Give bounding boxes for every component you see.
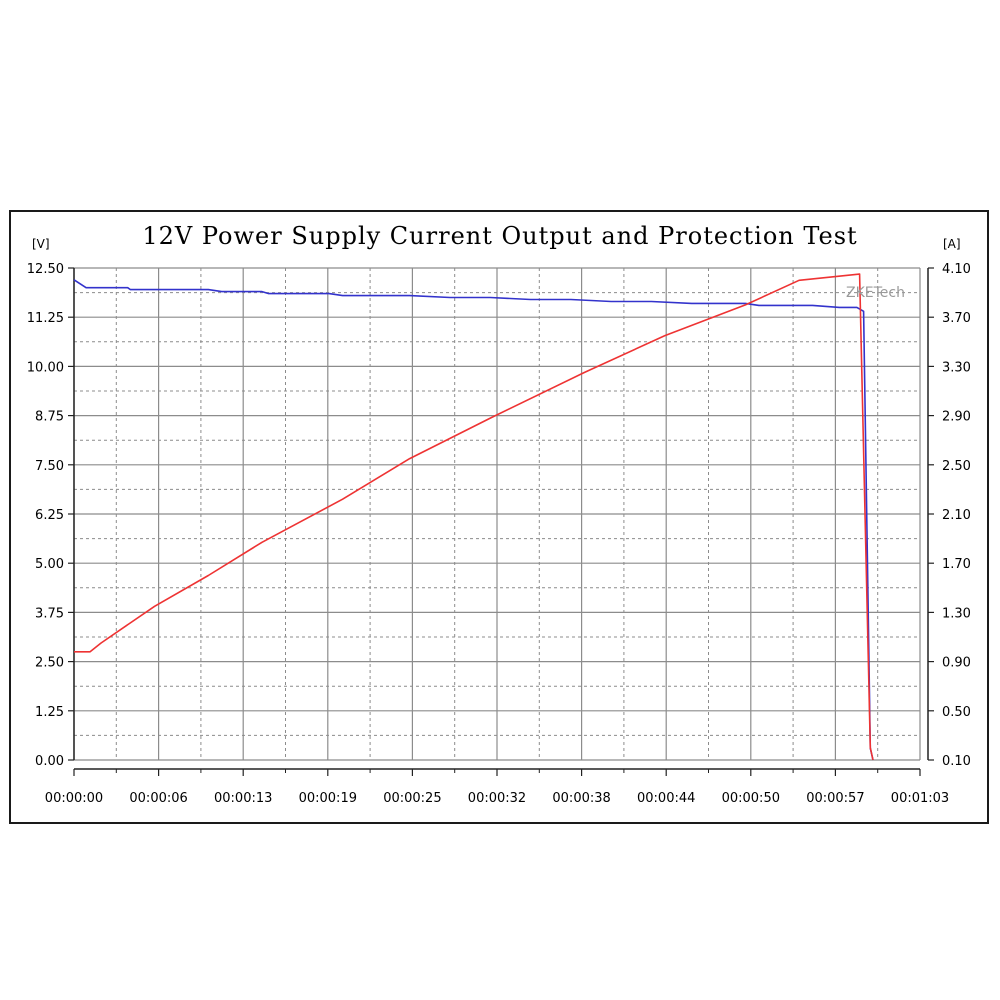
left-axis-tick-label: 2.50 <box>35 656 64 671</box>
grid-layer <box>73 267 921 761</box>
left-axis-tick-label: 11.25 <box>27 311 64 326</box>
left-axis-tick-label: 3.75 <box>35 606 64 621</box>
left-axis-tick-label: 7.50 <box>35 459 64 474</box>
x-axis-tick-label: 00:01:03 <box>891 791 949 806</box>
x-axis-tick-label: 00:00:32 <box>468 791 526 806</box>
x-axis-tick-label: 00:00:06 <box>129 791 187 806</box>
left-axis-tick-label: 0.00 <box>35 754 64 769</box>
voltage-series-line <box>73 279 874 761</box>
right-axis-tick-label: 1.70 <box>942 557 971 572</box>
x-axis-tick-label: 00:00:13 <box>214 791 272 806</box>
series-layer <box>73 273 874 761</box>
right-axis-tick-label: 2.50 <box>942 459 971 474</box>
x-axis-tick-label: 00:00:38 <box>552 791 610 806</box>
x-axis-tick-label: 00:00:50 <box>722 791 780 806</box>
x-axis-tick-label: 00:00:19 <box>299 791 357 806</box>
right-axis-tick-label: 0.90 <box>942 656 971 671</box>
left-axis-tick-label: 10.00 <box>27 360 64 375</box>
x-axis-tick-label: 00:00:57 <box>806 791 864 806</box>
right-axis-tick-label: 3.70 <box>942 311 971 326</box>
axis-layer <box>68 267 934 776</box>
right-axis-unit: [A] <box>943 237 961 251</box>
left-axis-tick-label: 5.00 <box>35 557 64 572</box>
chart-title: 12V Power Supply Current Output and Prot… <box>142 222 858 250</box>
watermark: ZKETech <box>846 285 905 301</box>
label-layer: 0.00 1.25 2.50 3.75 5.00 6.25 7.50 8.75 10.00 11.… <box>27 262 971 806</box>
right-axis-tick-label: 4.10 <box>942 262 971 277</box>
left-axis-unit: [V] <box>32 237 50 251</box>
left-axis-tick-label: 6.25 <box>35 508 64 523</box>
left-axis-tick-label: 8.75 <box>35 410 64 425</box>
x-axis-tick-label: 00:00:25 <box>383 791 441 806</box>
x-axis-tick-label: 00:00:00 <box>45 791 103 806</box>
right-axis-tick-label: 2.90 <box>942 410 971 425</box>
left-axis-tick-label: 1.25 <box>35 705 64 720</box>
right-axis-tick-label: 3.30 <box>942 360 971 375</box>
right-axis-tick-label: 0.10 <box>942 754 971 769</box>
current-series-line <box>74 273 874 761</box>
right-axis-tick-label: 1.30 <box>942 606 971 621</box>
left-axis-tick-label: 12.50 <box>27 262 64 277</box>
x-axis-tick-label: 00:00:44 <box>637 791 695 806</box>
right-axis-tick-label: 0.50 <box>942 705 971 720</box>
right-axis-tick-label: 2.10 <box>942 508 971 523</box>
